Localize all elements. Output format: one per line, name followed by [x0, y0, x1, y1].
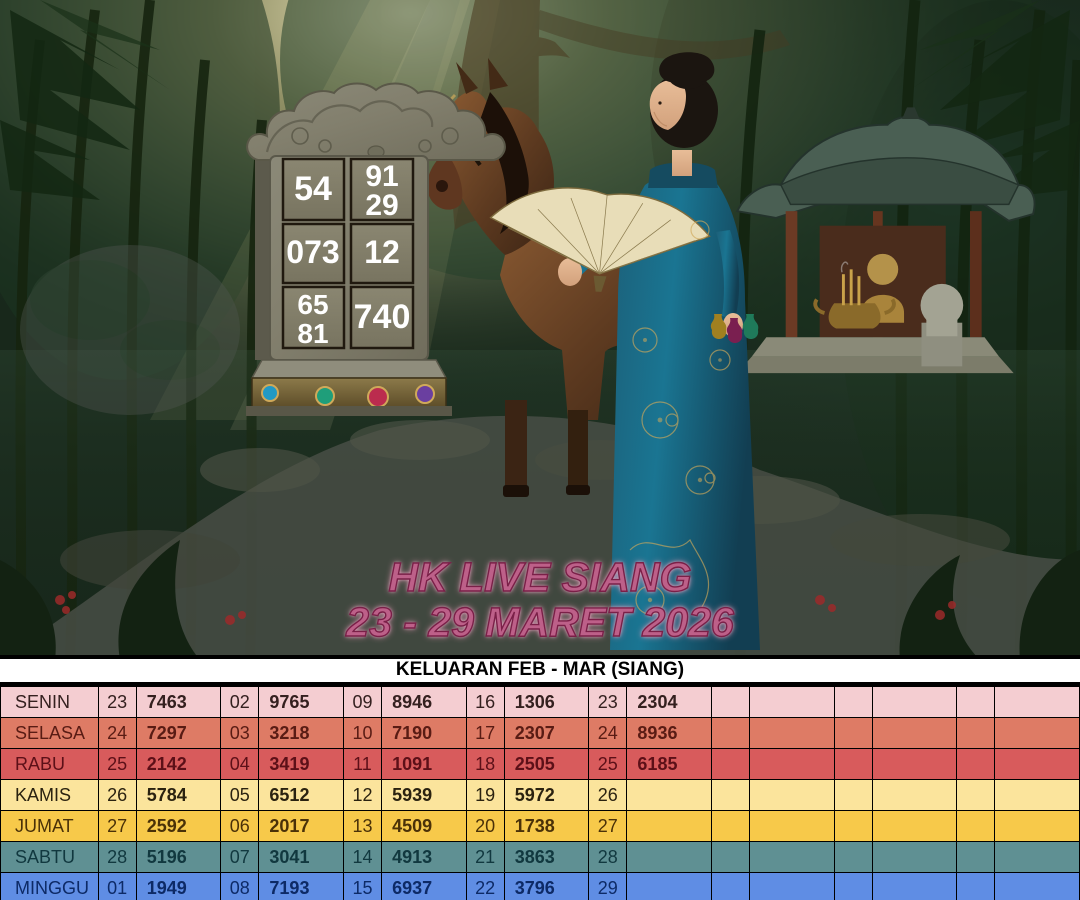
svg-text:073: 073 — [286, 234, 339, 270]
svg-text:740: 740 — [354, 298, 411, 336]
svg-text:54: 54 — [294, 170, 332, 208]
svg-text:12: 12 — [364, 234, 400, 270]
svg-text:29: 29 — [365, 189, 398, 222]
svg-text:81: 81 — [297, 318, 328, 349]
svg-text:65: 65 — [297, 289, 328, 320]
